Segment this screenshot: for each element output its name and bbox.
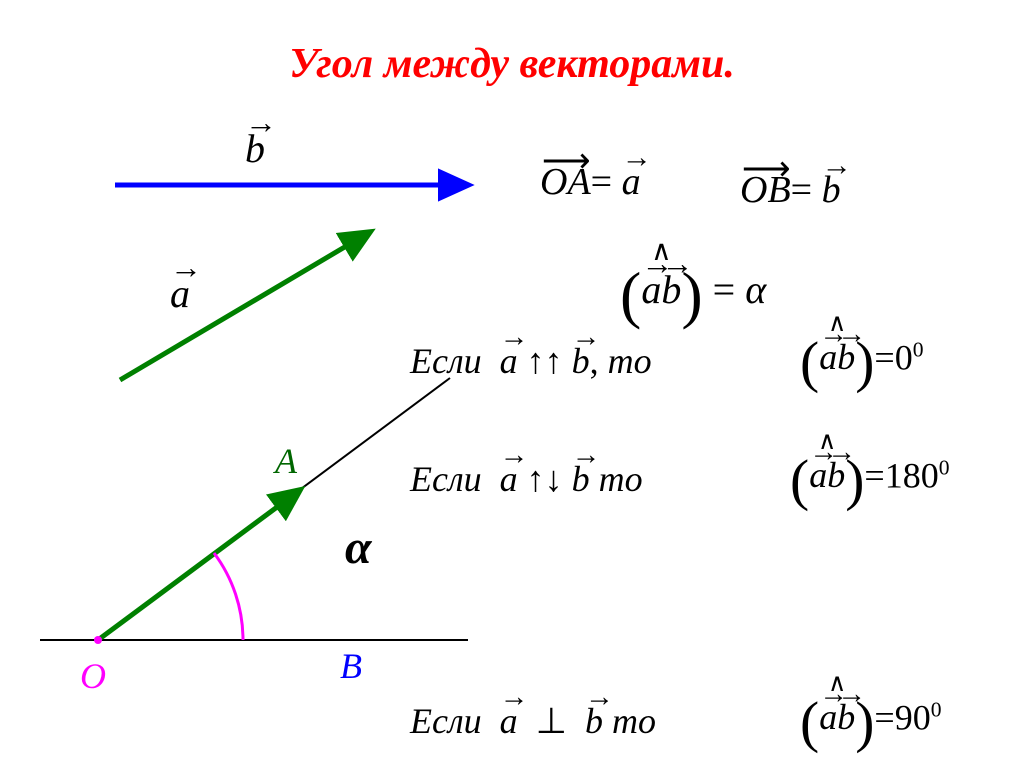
formula-case1-rhs: (ab)=00 bbox=[800, 330, 923, 395]
label-a-point: A bbox=[275, 440, 297, 482]
point-o-dot bbox=[94, 636, 102, 644]
label-a-free: a bbox=[170, 270, 190, 317]
label-alpha: α bbox=[345, 520, 372, 575]
formula-case2-lhs: Если a ↑↓ b то bbox=[410, 458, 643, 500]
label-b-point: B bbox=[340, 645, 362, 687]
formula-case3-lhs: Если a ⊥ b то bbox=[410, 700, 656, 742]
formula-case3-rhs: (ab)=900 bbox=[800, 690, 941, 755]
vector-a-free bbox=[120, 232, 370, 380]
label-b-free: b bbox=[245, 125, 265, 172]
formula-ob-eq-b: OB= b bbox=[740, 168, 841, 212]
formula-case2-rhs: (ab)=1800 bbox=[790, 448, 949, 513]
formula-case1-lhs: Если a ↑↑ b, то bbox=[410, 340, 652, 382]
label-o: O bbox=[80, 655, 106, 697]
formula-ab-eq-alpha: (ab) = α bbox=[620, 258, 766, 332]
formula-oa-eq-a: OA= a bbox=[540, 160, 641, 204]
angle-arc bbox=[214, 553, 243, 640]
stage: Угол между векторами. b a O A bbox=[0, 0, 1024, 767]
vector-oa bbox=[98, 490, 300, 640]
